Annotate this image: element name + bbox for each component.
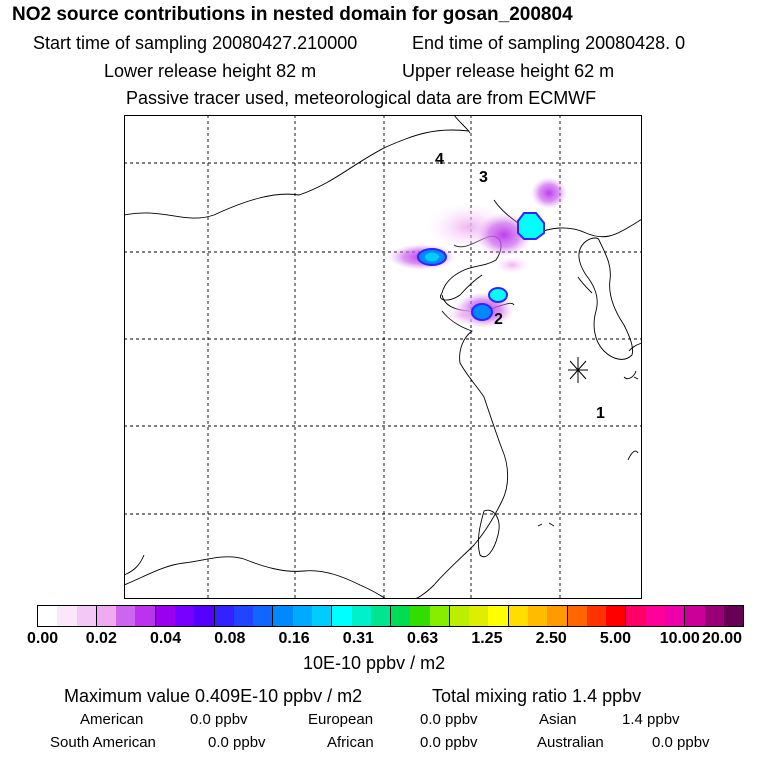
color-swatch [547, 606, 568, 626]
african-label: African [327, 734, 374, 751]
color-scale-tick: 10.00 [659, 630, 700, 647]
map-svg: 1 2 3 4 [124, 115, 642, 599]
color-swatch [233, 606, 254, 626]
color-scale-unit: 10E-10 ppbv / m2 [303, 653, 446, 673]
african-value: 0.0 ppbv [420, 734, 478, 751]
color-swatch [567, 606, 587, 626]
color-swatch [214, 606, 234, 626]
asian-label: Asian [539, 711, 577, 728]
max-value: Maximum value 0.409E-10 ppbv / m2 [64, 686, 363, 706]
color-scale-tick: 1.25 [471, 630, 503, 647]
color-swatch [76, 606, 97, 626]
color-swatch [586, 606, 607, 626]
color-scale-tick: 0.02 [85, 630, 117, 647]
upper-release-label: Upper release height 62 m [402, 61, 615, 81]
color-swatch [449, 606, 470, 626]
color-swatch [645, 606, 665, 626]
color-swatch [704, 606, 724, 626]
asian-value: 1.4 ppbv [622, 711, 680, 728]
color-swatch [488, 606, 509, 626]
color-swatch [351, 606, 371, 626]
region-label-4: 4 [435, 151, 444, 168]
lower-release-label: Lower release height 82 m [104, 61, 317, 81]
color-swatch [410, 606, 430, 626]
star-marker [568, 357, 588, 383]
south-american-label: South American [50, 734, 156, 751]
map-panel: 1 2 3 4 [124, 115, 642, 599]
region-label-1: 1 [596, 405, 605, 422]
start-time-label: Start time of sampling 20080427.210000 [33, 33, 358, 53]
color-swatch [370, 606, 392, 626]
color-scale-tick: 5.00 [599, 630, 632, 647]
color-scale-tick: 0.16 [278, 630, 310, 647]
color-scale-tick: 0.04 [149, 630, 182, 647]
color-swatch [528, 606, 548, 626]
american-label: American [80, 711, 144, 728]
color-scale-tick: 0.31 [342, 630, 374, 647]
coastlines [124, 115, 642, 599]
south-american-value: 0.0 ppbv [208, 734, 266, 751]
end-time-label: End time of sampling 20080428. 0 [412, 33, 686, 53]
color-swatch [292, 606, 312, 626]
european-value: 0.0 ppbv [420, 711, 478, 728]
australian-value: 0.0 ppbv [652, 734, 710, 751]
color-swatch [253, 606, 274, 626]
color-scale-bar [37, 605, 744, 627]
color-swatch [311, 606, 333, 626]
color-swatch [665, 606, 686, 626]
color-scale-tick: 0.08 [214, 630, 246, 647]
european-label: European [308, 711, 374, 728]
color-swatch [723, 606, 744, 626]
color-swatch [469, 606, 489, 626]
color-swatch [57, 606, 77, 626]
color-swatch [194, 606, 215, 626]
color-swatch [626, 606, 646, 626]
color-swatch [508, 606, 529, 626]
australian-label: Australian [537, 734, 604, 751]
color-swatch [391, 606, 411, 626]
region-label-2: 2 [494, 311, 503, 328]
color-swatch [606, 606, 627, 626]
color-swatch [174, 606, 195, 626]
color-scale-tick: 2.50 [535, 630, 567, 647]
color-swatch [429, 606, 450, 626]
region-label-3: 3 [479, 169, 488, 186]
color-swatch [273, 606, 293, 626]
color-swatch [332, 606, 352, 626]
color-swatch [38, 606, 58, 626]
american-value: 0.0 ppbv [190, 711, 248, 728]
color-swatch [116, 606, 136, 626]
concentration-plume [388, 177, 567, 328]
color-scale-tick: 20.00 [702, 630, 743, 647]
color-scale-tick: 0.63 [407, 630, 439, 647]
tracer-note: Passive tracer used, meteorological data… [126, 88, 597, 108]
color-swatch [685, 606, 705, 626]
color-swatch [96, 606, 117, 626]
color-swatch [155, 606, 175, 626]
total-mixing-ratio: Total mixing ratio 1.4 ppbv [432, 686, 642, 706]
color-scale-ticks: 0.00 0.02 0.04 0.08 0.16 0.31 0.63 1.25 2.50 5.00… [0, 630, 768, 650]
chart-title: NO2 source contributions in nested domai… [12, 4, 573, 25]
color-swatch [135, 606, 156, 626]
color-scale-tick: 0.00 [27, 630, 59, 647]
